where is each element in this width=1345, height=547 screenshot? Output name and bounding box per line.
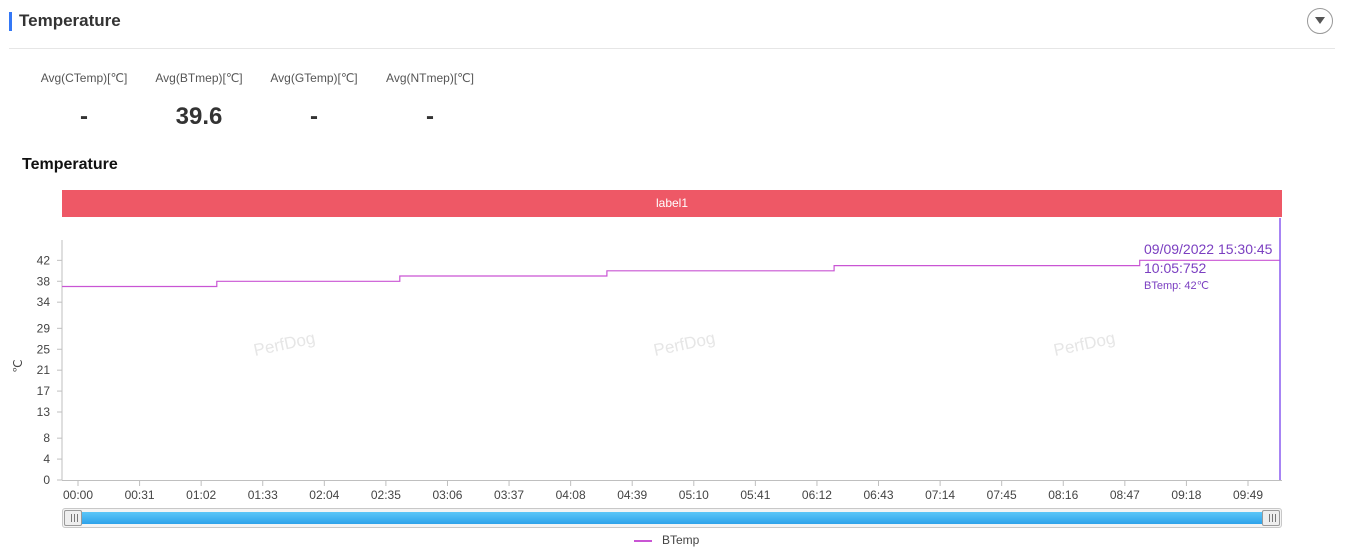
x-tick-label: 09:18 [1171,488,1201,502]
x-tick-label: 03:06 [432,488,462,502]
stat-value: - [80,103,88,130]
stat-value: - [310,103,318,130]
x-tick-label: 05:41 [740,488,770,502]
y-tick-label: 42 [37,253,51,267]
chart-title: Temperature [22,156,118,173]
zoom-handle-left[interactable] [64,510,82,526]
section-title: Temperature [19,11,121,30]
x-tick-label: 04:08 [556,488,586,502]
y-tick-label: 13 [37,405,51,419]
x-tick-label: 07:14 [925,488,955,502]
y-axis-label: ℃ [11,359,25,372]
y-tick-label: 21 [37,363,51,377]
stat-label: Avg(NTmep)[℃] [386,71,474,85]
chevron-down-icon [1315,17,1325,24]
header-divider [9,48,1335,49]
y-tick-label: 4 [43,452,50,466]
watermark-text: PerfDog [652,328,717,360]
x-tick-label: 02:35 [371,488,401,502]
stat-avg-ctemp: Avg(CTemp)[℃] - [32,71,136,131]
y-tick-label: 0 [43,473,50,487]
y-tick-label: 29 [37,321,51,335]
stat-label: Avg(BTmep)[℃] [155,71,243,85]
stat-avg-ntemp: Avg(NTmep)[℃] - [378,71,482,131]
x-tick-label: 03:37 [494,488,524,502]
stat-value: - [426,103,434,130]
y-tick-label: 34 [37,295,51,309]
zoom-handle-right[interactable] [1262,510,1280,526]
watermark-text: PerfDog [1052,328,1117,360]
x-tick-label: 02:04 [309,488,339,502]
stat-value: 39.6 [175,103,223,130]
collapse-button[interactable] [1307,8,1333,34]
zoom-range-fill[interactable] [82,512,1262,524]
y-tick-label: 25 [37,342,51,356]
y-tick-label: 17 [37,384,51,398]
stat-avg-gtemp: Avg(GTemp)[℃] - [262,71,366,131]
series-line-btemp [62,259,1280,288]
x-tick-label: 09:49 [1233,488,1263,502]
x-tick-label: 04:39 [617,488,647,502]
x-tick-label: 07:45 [987,488,1017,502]
x-tick-label: 05:10 [679,488,709,502]
section-header: Temperature [0,0,1345,48]
x-tick-label: 08:16 [1048,488,1078,502]
tooltip-date: 09/09/2022 15:30:45 [1144,241,1273,257]
x-tick-label: 06:43 [864,488,894,502]
y-tick-label: 8 [43,431,50,445]
legend-label-btemp: BTemp [662,533,700,547]
x-tick-label: 00:31 [125,488,155,502]
watermark-text: PerfDog [252,328,317,360]
tooltip-value: BTemp: 42℃ [1144,280,1209,292]
y-tick-label: 38 [37,274,51,288]
x-tick-label: 01:33 [248,488,278,502]
x-tick-label: 01:02 [186,488,216,502]
legend-swatch-btemp [634,540,652,542]
header-accent-bar [9,12,12,31]
x-tick-label: 06:12 [802,488,832,502]
stat-label: Avg(GTemp)[℃] [270,71,358,85]
x-tick-label: 00:00 [63,488,93,502]
stat-avg-btemp: Avg(BTmep)[℃] 39.6 [147,71,251,131]
stat-label: Avg(CTemp)[℃] [40,71,128,85]
x-tick-label: 08:47 [1110,488,1140,502]
label-band[interactable]: label1 [62,190,1282,217]
tooltip-elapsed: 10:05:752 [1144,260,1206,276]
zoom-scrollbar[interactable] [62,508,1282,528]
